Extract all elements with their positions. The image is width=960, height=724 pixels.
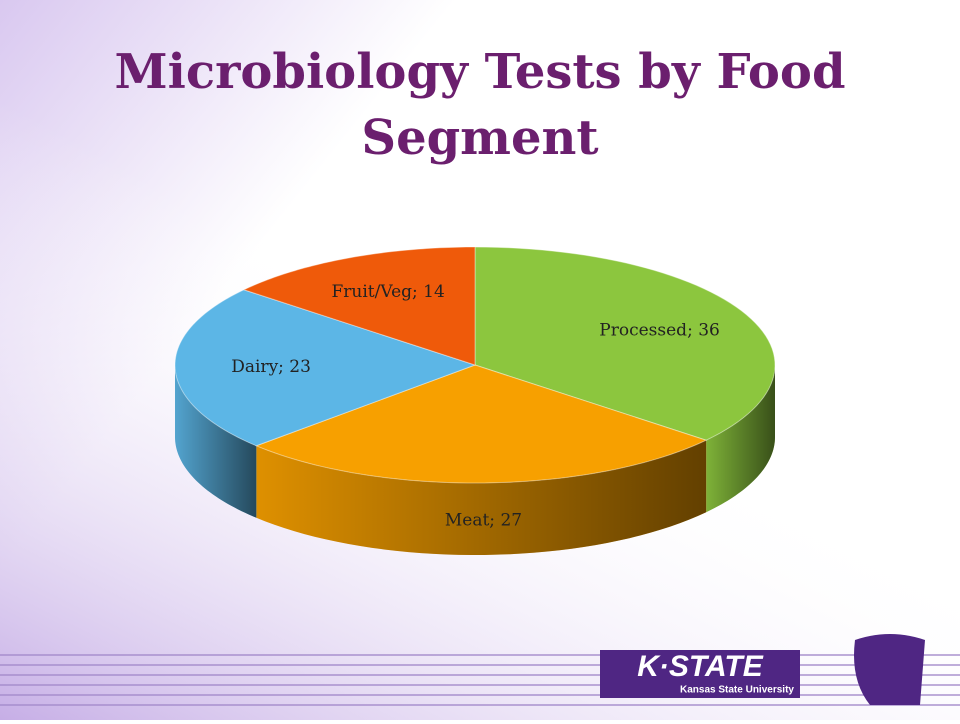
logo-subtitle: Kansas State University [680, 685, 794, 696]
pie: Processed; 36 Meat; 27 Dairy; 23 Fruit/Veg;… [174, 246, 776, 555]
slice [474, 246, 776, 441]
slice [242, 246, 476, 366]
slice-side-shade [256, 440, 707, 555]
data-label: Processed; 36 [599, 320, 720, 340]
logo-box [600, 650, 800, 698]
chart-title: Microbiology Tests by Food Segment [114, 44, 845, 166]
data-label: Fruit/Veg; 14 [331, 282, 444, 302]
slice-side-shade [706, 365, 775, 513]
data-label: Meat; 27 [445, 511, 522, 531]
slice [174, 289, 477, 447]
slice [254, 364, 708, 484]
logo-name: K·STATE [637, 650, 764, 683]
logo-wildcat [854, 634, 925, 705]
data-label: Dairy; 23 [231, 357, 311, 377]
logo: K·STATE Kansas State University [600, 634, 925, 705]
slice-side-shade [175, 365, 257, 518]
